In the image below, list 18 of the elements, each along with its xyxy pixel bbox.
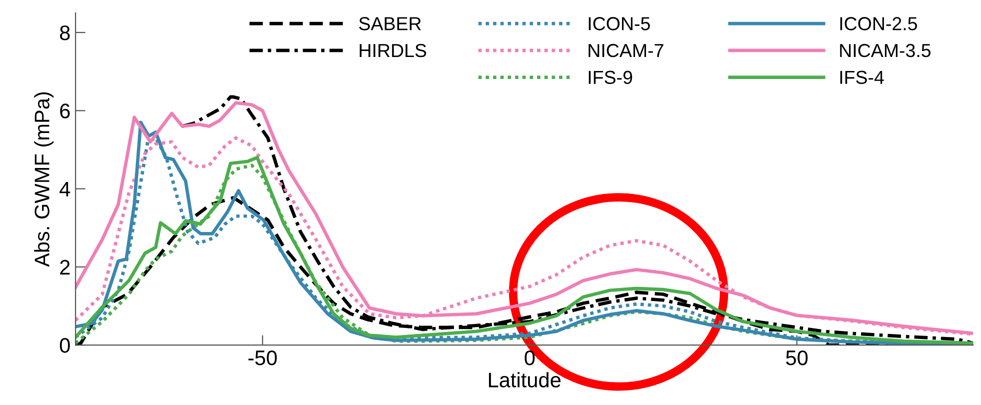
y-tick-label: 4 — [60, 182, 70, 196]
x-axis-title: Latitude — [488, 372, 560, 388]
y-tick-label: 2 — [60, 260, 70, 274]
legend-label: HIRDLS — [360, 44, 426, 58]
x-tick-label: 0 — [524, 350, 535, 366]
legend-label: IFS-9 — [588, 70, 632, 84]
y-axis-title: Abs. GWMF (mPa) — [34, 92, 54, 267]
y-tick-label: 0 — [60, 338, 70, 353]
legend-label: SABER — [359, 17, 421, 30]
x-tick-label: 50 — [786, 350, 808, 366]
legend-label: NICAM-3.5 — [840, 44, 931, 58]
legend-label: IFS-4 — [840, 70, 884, 84]
y-tick-label: 6 — [60, 104, 70, 118]
legend-label: ICON-5 — [588, 17, 650, 30]
y-tick-label: 8 — [60, 25, 70, 40]
legend-label: ICON-2.5 — [840, 17, 917, 30]
x-tick-label: -50 — [248, 350, 277, 366]
legend-label: NICAM-7 — [588, 44, 664, 58]
